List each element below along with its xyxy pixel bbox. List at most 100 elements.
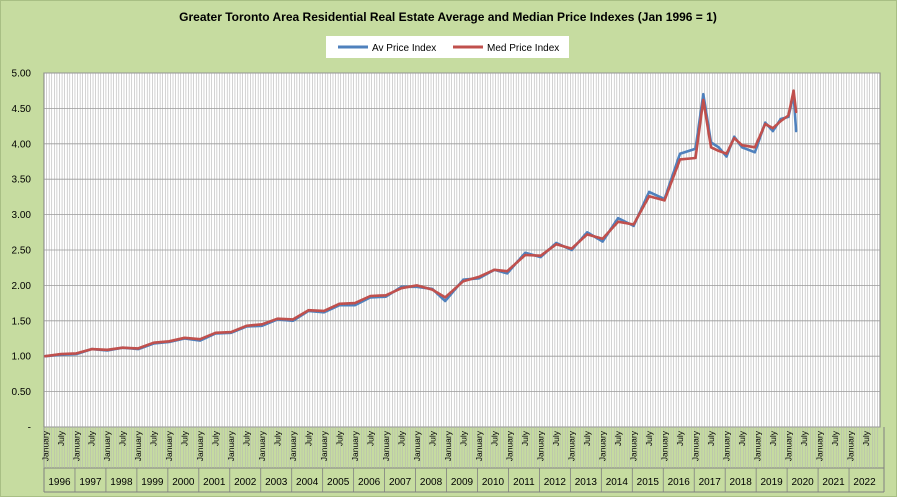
x-month-label: January [814,430,824,461]
x-month-label: July [273,430,283,446]
x-year-label: 2022 [853,477,876,488]
x-year-label: 2016 [668,477,691,488]
x-month-label: January [288,430,298,461]
y-tick-label: 1.50 [12,316,32,327]
y-tick-label: 1.00 [12,352,32,363]
x-year-label: 1998 [110,477,133,488]
x-month-label: January [412,430,422,461]
x-year-label: 2008 [420,477,443,488]
x-month-label: July [365,430,375,446]
x-year-label: 2010 [482,477,505,488]
x-year-label: 2014 [606,477,629,488]
x-month-label: July [768,430,778,446]
x-year-label: 2005 [327,477,350,488]
series-lines [44,89,798,358]
x-month-label: July [303,430,313,446]
x-month-label: July [242,430,252,446]
x-month-label: July [56,430,66,446]
legend-box [326,36,569,58]
y-tick-label: 4.00 [12,139,32,150]
x-month-label: January [752,430,762,461]
y-tick-label: 4.50 [12,104,32,115]
x-year-label: 1997 [79,477,102,488]
x-month-label: January [195,430,205,461]
x-month-label: July [830,430,840,446]
x-axis-year-labels: 1996 1997 1998 1999 2000 2001 2002 2003 2004 2005… [48,468,876,492]
x-month-label: January [257,430,267,461]
x-month-label: July [149,430,159,446]
x-year-label: 2002 [234,477,257,488]
x-month-label: July [706,430,716,446]
x-month-label: July [737,430,747,446]
x-month-label: January [567,430,577,461]
x-month-label: January [783,430,793,461]
x-month-label: January [319,430,329,461]
legend: Av Price Index Med Price Index [326,36,569,58]
x-month-label: January [536,430,546,461]
x-month-label: July [644,430,654,446]
x-axis-month-labels: January July January July January July January… [40,430,871,461]
x-month-label: July [861,430,871,446]
y-tick-label: 2.00 [12,281,32,292]
x-year-label: 2007 [389,477,412,488]
y-tick-label: 3.50 [12,175,32,186]
x-year-label: 1999 [141,477,164,488]
x-year-label: 2004 [296,477,319,488]
x-month-label: July [520,430,530,446]
x-year-label: 2012 [544,477,567,488]
x-month-label: July [427,430,437,446]
x-month-label: January [102,430,112,461]
y-axis-labels: - 0.50 1.00 1.50 2.00 2.50 3.00 3.50 4.00 4.50 5.0… [12,69,32,434]
y-tick-label: - [28,423,31,434]
x-month-label: January [164,430,174,461]
y-tick-label: 0.50 [12,387,32,398]
x-month-label: July [613,430,623,446]
y-tick-label: 5.00 [12,69,32,80]
x-month-label: July [582,430,592,446]
x-month-label: January [660,430,670,461]
x-year-label: 2019 [761,477,784,488]
x-month-label: July [458,430,468,446]
x-year-label: 2018 [730,477,753,488]
x-month-label: July [334,430,344,446]
x-month-label: January [71,430,81,461]
x-month-label: January [381,430,391,461]
x-year-label: 1996 [48,477,71,488]
x-month-label: January [505,430,515,461]
x-month-label: July [180,430,190,446]
x-month-label: January [845,430,855,461]
legend-label-av: Av Price Index [372,43,436,54]
x-month-label: July [551,430,561,446]
x-month-label: January [133,430,143,461]
x-year-label: 2015 [637,477,660,488]
x-month-label: January [443,430,453,461]
x-year-label: 2009 [451,477,474,488]
x-year-label: 2011 [513,477,535,488]
x-month-label: January [350,430,360,461]
y-tick-label: 3.00 [12,210,32,221]
x-year-label: 2017 [699,477,722,488]
x-month-label: January [721,430,731,461]
chart-title: Greater Toronto Area Residential Real Es… [179,10,717,24]
x-year-label: 2013 [575,477,598,488]
x-year-label: 2000 [172,477,195,488]
x-month-label: January [40,430,50,461]
x-month-label: July [489,430,499,446]
legend-label-med: Med Price Index [487,43,559,54]
x-month-label: July [396,430,406,446]
x-month-label: January [629,430,639,461]
x-month-label: July [799,430,809,446]
x-month-label: July [211,430,221,446]
x-month-label: January [691,430,701,461]
x-axis-category-box [43,427,885,493]
x-month-label: July [675,430,685,446]
x-year-label: 2020 [791,477,814,488]
series-line-med-price [44,89,798,358]
x-year-label: 2021 [822,477,845,488]
x-month-label: January [226,430,236,461]
x-month-label: July [87,430,97,446]
x-year-label: 2006 [358,477,381,488]
x-year-label: 2003 [265,477,288,488]
